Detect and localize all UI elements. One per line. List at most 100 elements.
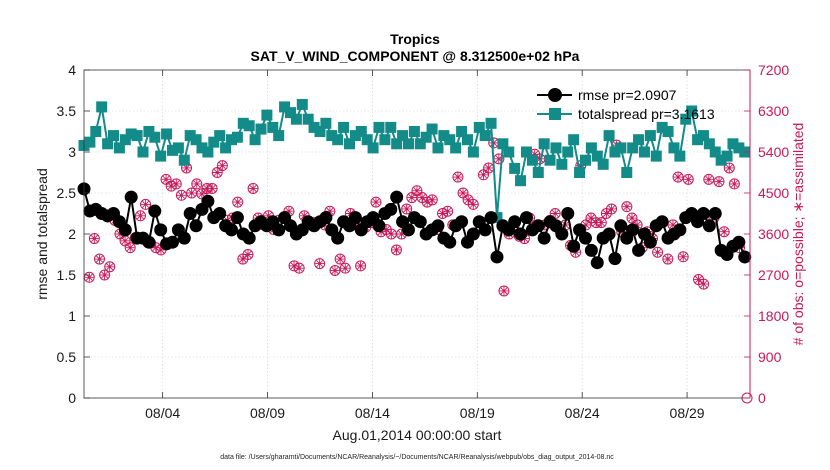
totalspread-point: [202, 146, 214, 158]
y-right-tick-label: 5400: [758, 144, 789, 160]
obs-assimilated-point: [704, 174, 714, 184]
totalspread-point: [166, 144, 178, 156]
totalspread-point: [178, 154, 190, 166]
totalspread-point: [90, 126, 102, 137]
obs-possible-point: [713, 176, 725, 188]
rmse-point: [384, 202, 398, 216]
obs-assimilated-point: [402, 204, 412, 214]
rmse-point: [602, 227, 616, 241]
obs-possible-point: [682, 173, 694, 185]
obs-assimilated-point: [176, 190, 186, 200]
totalspread-point: [615, 142, 627, 154]
rmse-point: [183, 207, 197, 220]
obs-assimilated-point: [294, 263, 304, 273]
rmse-point: [508, 215, 522, 229]
obs-assimilated-point: [238, 254, 248, 264]
totalspread-point: [562, 146, 574, 158]
rmse-point: [531, 219, 545, 233]
obs-assimilated-point: [391, 245, 401, 255]
totalspread-point: [131, 130, 143, 142]
obs-assimilated-point: [489, 138, 499, 148]
totalspread-point: [119, 134, 131, 146]
obs-assimilated-point: [663, 254, 673, 264]
totalspread-point: [107, 130, 119, 142]
y-right-tick-label: 7200: [758, 62, 789, 78]
obs-possible-point: [703, 173, 715, 185]
obs-assimilated-point: [381, 224, 391, 234]
obs-possible-point: [247, 182, 259, 194]
totalspread-point: [485, 117, 497, 129]
obs-assimilated-point: [453, 172, 463, 182]
obs-assimilated-point: [166, 181, 176, 191]
x-axis-label: Aug.01,2014 00:00:00 start: [333, 427, 502, 443]
obs-assimilated-point: [84, 272, 94, 282]
totalspread-point: [467, 146, 479, 158]
obs-assimilated-point: [719, 227, 729, 237]
obs-assimilated-point: [627, 213, 637, 223]
chart-title: Tropics: [390, 31, 440, 47]
obs-assimilated-point: [668, 220, 678, 230]
rmse-point: [514, 227, 528, 241]
obs-possible-point: [88, 233, 100, 245]
obs-assimilated-point: [371, 197, 381, 207]
obs-assimilated-point: [325, 206, 335, 216]
totalspread-point: [473, 121, 485, 133]
obs-possible-point: [452, 171, 464, 183]
totalspread-point: [397, 130, 409, 142]
obs-possible-point: [175, 189, 187, 201]
obs-assimilated-point: [463, 195, 473, 205]
obs-possible-point: [662, 253, 674, 265]
rmse-point: [478, 223, 492, 237]
obs-assimilated-point: [407, 193, 417, 203]
rmse-point: [124, 190, 138, 204]
totalspread-point: [538, 138, 550, 150]
y-tick-label: 4: [68, 62, 76, 78]
totalspread-point: [633, 134, 645, 146]
totalspread-point: [255, 123, 267, 135]
y-tick-label: 0: [68, 390, 76, 406]
x-tick-label: 08/19: [460, 405, 495, 421]
totalspread-point: [267, 121, 279, 133]
x-tick-label: 08/09: [250, 405, 285, 421]
obs-possible-point: [134, 210, 146, 222]
obs-assimilated-point: [678, 252, 688, 262]
totalspread-point: [697, 130, 709, 142]
totalspread-point: [438, 130, 450, 142]
rmse-point: [165, 235, 179, 249]
obs-possible-point: [314, 258, 326, 270]
totalspread-point: [220, 142, 232, 154]
rmse-point: [230, 211, 244, 225]
totalspread-point: [727, 138, 739, 150]
obs-possible-point: [723, 162, 735, 174]
obs-assimilated-point: [422, 197, 432, 207]
rmse-point: [614, 219, 628, 233]
rmse-point: [537, 231, 551, 245]
totalspread-point: [102, 138, 114, 150]
obs-possible-point: [140, 198, 152, 210]
y-right-tick-label: 6300: [758, 103, 789, 119]
totalspread-point: [721, 150, 733, 162]
series-layer: [77, 98, 753, 404]
obs-assimilated-point: [289, 261, 299, 271]
obs-assimilated-point: [530, 149, 540, 159]
totalspread-point: [379, 134, 391, 146]
obs-assimilated-point: [135, 211, 145, 221]
obs-assimilated-point: [330, 265, 340, 275]
obs-assimilated-point: [284, 206, 294, 216]
totalspread-point: [674, 150, 686, 162]
obs-possible-point: [334, 253, 346, 265]
rmse-point: [578, 231, 592, 245]
totalspread-point: [349, 130, 361, 142]
rmse-point: [224, 223, 238, 237]
x-tick-label: 08/14: [355, 405, 390, 421]
rmse-point: [590, 256, 604, 270]
totalspread-point: [556, 158, 568, 170]
obs-possible-point: [672, 171, 684, 183]
totalspread-point: [733, 142, 745, 154]
rmse-point: [413, 215, 427, 229]
obs-assimilated-point: [120, 236, 130, 246]
x-tick-label: 08/04: [145, 405, 180, 421]
rmse-point: [431, 219, 445, 233]
rmse-point: [331, 231, 345, 245]
